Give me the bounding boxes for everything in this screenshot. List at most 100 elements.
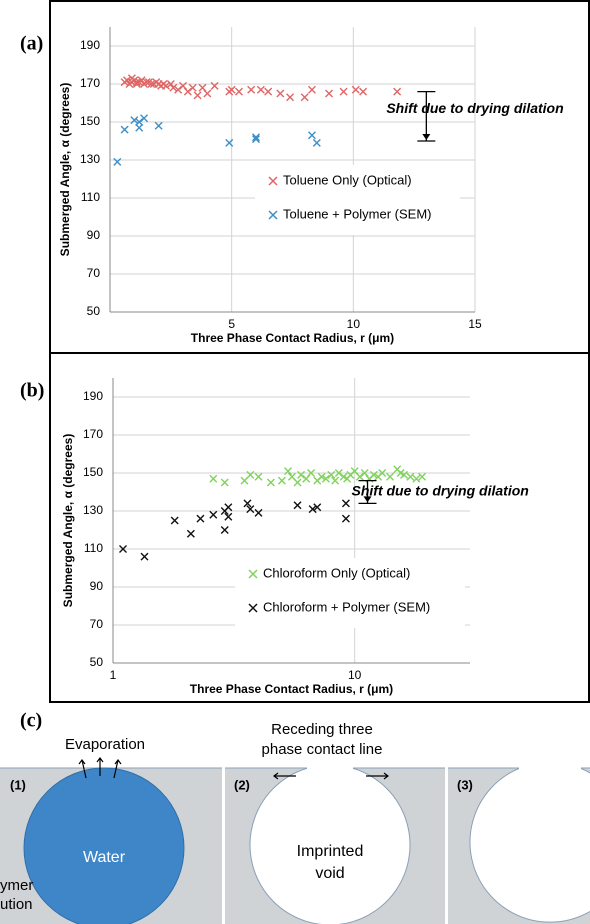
evaporation-arrows xyxy=(78,757,389,780)
data-point xyxy=(266,478,275,487)
y-tick-label: 190 xyxy=(83,389,103,403)
data-point xyxy=(369,470,378,479)
y-tick-label: 130 xyxy=(80,152,100,166)
data-point xyxy=(220,478,229,487)
data-point xyxy=(142,78,151,87)
data-point xyxy=(418,472,427,481)
data-point xyxy=(147,80,156,88)
data-point xyxy=(220,526,229,534)
data-point xyxy=(360,469,369,477)
data-point xyxy=(400,470,409,479)
data-point xyxy=(359,87,368,96)
data-point xyxy=(170,516,179,525)
void xyxy=(469,767,590,923)
data-point xyxy=(393,87,402,96)
label: Evaporation xyxy=(65,736,145,753)
legend-box xyxy=(235,558,465,628)
data-point xyxy=(193,91,202,100)
legend-marker xyxy=(268,176,278,186)
data-point xyxy=(154,121,163,130)
data-point xyxy=(412,474,421,483)
data-point xyxy=(341,514,350,523)
data-point xyxy=(196,514,205,523)
label: Receding three xyxy=(271,721,373,738)
data-point xyxy=(166,80,175,88)
data-point xyxy=(243,499,252,508)
legend-marker xyxy=(248,603,258,613)
step-label: (2) xyxy=(234,777,250,792)
data-point xyxy=(312,138,321,147)
x-axis-title: Three Phase Contact Radius, r (μm) xyxy=(190,682,393,696)
y-tick-label: 70 xyxy=(87,266,101,280)
data-point xyxy=(113,157,122,166)
data-point xyxy=(224,512,233,521)
legend-label: Chloroform Only (Optical) xyxy=(263,565,410,580)
y-axis-title: Submerged Angle, α (degrees) xyxy=(61,434,75,608)
y-tick-label: 190 xyxy=(80,38,100,52)
data-point xyxy=(276,89,285,98)
data-point xyxy=(140,552,149,561)
step-label: (1) xyxy=(10,777,26,792)
y-tick-label: 170 xyxy=(83,427,103,441)
label: Imprinted xyxy=(297,843,364,860)
legend-label: Toluene Only (Optical) xyxy=(283,172,412,187)
opening xyxy=(519,766,581,770)
y-tick-label: 110 xyxy=(84,541,103,555)
data-point xyxy=(254,472,263,481)
annotation-arrowhead xyxy=(422,134,431,140)
diagram: (c) Evaporation Receding three phase con… xyxy=(0,710,590,924)
y-tick-label: 130 xyxy=(83,503,103,517)
legend-label: Toluene + Polymer (SEM) xyxy=(283,206,431,221)
data-point xyxy=(137,76,146,85)
y-tick-label: 110 xyxy=(81,190,100,204)
label: void xyxy=(315,865,344,882)
label: ution xyxy=(0,896,33,913)
label: ymer xyxy=(0,877,33,894)
data-point xyxy=(174,85,183,94)
y-tick-label: 70 xyxy=(90,617,104,631)
legend-marker xyxy=(248,569,258,579)
x-axis-title: Three Phase Contact Radius, r (μm) xyxy=(191,331,394,345)
data-point xyxy=(188,83,197,92)
data-point xyxy=(123,76,132,85)
data-point xyxy=(256,85,265,94)
data-point xyxy=(339,87,348,96)
data-point xyxy=(246,470,255,479)
label: phase contact line xyxy=(262,741,383,758)
data-point xyxy=(234,87,243,96)
data-point xyxy=(246,505,255,514)
data-point xyxy=(331,476,340,485)
x-tick-label: 15 xyxy=(468,317,482,331)
data-point xyxy=(293,501,302,510)
data-point xyxy=(406,472,415,481)
panel-label: (a) xyxy=(20,33,43,55)
data-point xyxy=(130,116,139,125)
data-point xyxy=(135,123,144,132)
data-point xyxy=(327,470,336,479)
data-point xyxy=(119,545,127,553)
panel-label: (c) xyxy=(20,710,42,732)
data-point xyxy=(252,133,260,142)
data-point xyxy=(307,131,316,140)
data-point xyxy=(169,83,178,92)
data-point xyxy=(186,529,195,538)
legend-marker xyxy=(268,210,278,220)
legend-box xyxy=(255,165,460,235)
data-point xyxy=(284,467,293,476)
data-point xyxy=(307,469,316,477)
data-point xyxy=(227,85,236,94)
void xyxy=(249,767,411,924)
data-point xyxy=(252,135,260,144)
data-point xyxy=(351,85,360,94)
data-point xyxy=(286,93,295,102)
data-point xyxy=(386,472,394,481)
x-tick-label: 10 xyxy=(347,317,361,331)
data-point xyxy=(378,469,387,477)
y-tick-label: 170 xyxy=(80,76,100,90)
y-tick-label: 90 xyxy=(90,579,104,593)
data-point xyxy=(313,503,322,512)
panel-label: (b) xyxy=(20,380,44,402)
data-point xyxy=(161,81,170,90)
data-point xyxy=(140,114,149,123)
